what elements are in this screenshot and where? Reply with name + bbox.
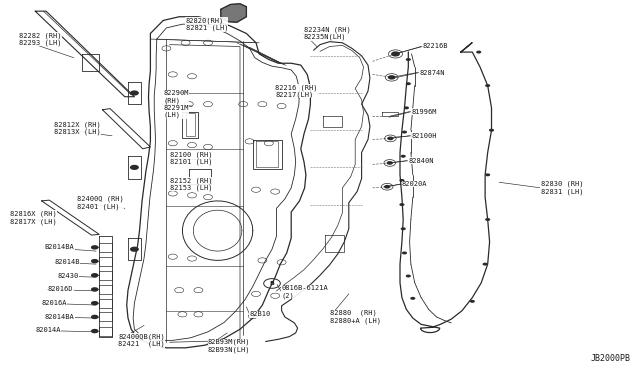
Circle shape bbox=[130, 247, 139, 252]
Text: 82840N: 82840N bbox=[408, 158, 434, 164]
Circle shape bbox=[476, 51, 481, 54]
Text: 82014B: 82014B bbox=[54, 259, 80, 265]
Circle shape bbox=[410, 297, 415, 300]
Circle shape bbox=[402, 251, 407, 254]
Text: 82014BA: 82014BA bbox=[45, 314, 74, 320]
Circle shape bbox=[91, 259, 99, 263]
Circle shape bbox=[399, 179, 404, 182]
Text: 82400QB(RH)
82421  (LH): 82400QB(RH) 82421 (LH) bbox=[118, 333, 165, 347]
Circle shape bbox=[384, 185, 390, 189]
Text: 82216B: 82216B bbox=[422, 44, 448, 49]
Text: 81996M: 81996M bbox=[412, 109, 437, 115]
Circle shape bbox=[401, 227, 406, 230]
Text: 82100 (RH)
82101 (LH): 82100 (RH) 82101 (LH) bbox=[170, 151, 212, 165]
Circle shape bbox=[406, 58, 411, 61]
Text: 82874N: 82874N bbox=[419, 70, 445, 76]
Circle shape bbox=[470, 300, 475, 303]
Text: 82100H: 82100H bbox=[412, 133, 437, 139]
Text: B2014BA: B2014BA bbox=[45, 244, 74, 250]
Circle shape bbox=[406, 275, 411, 278]
Circle shape bbox=[483, 263, 488, 266]
Text: JB2000PB: JB2000PB bbox=[590, 354, 630, 363]
Text: 82290M
(RH)
82291M
(LH): 82290M (RH) 82291M (LH) bbox=[163, 90, 189, 118]
Text: 82820(RH)
82821 (LH): 82820(RH) 82821 (LH) bbox=[186, 17, 228, 31]
Circle shape bbox=[402, 131, 407, 134]
Text: 82830 (RH)
82831 (LH): 82830 (RH) 82831 (LH) bbox=[541, 181, 583, 195]
Circle shape bbox=[489, 129, 494, 132]
Text: 82016D: 82016D bbox=[48, 286, 74, 292]
Text: 82152 (RH)
82153 (LH): 82152 (RH) 82153 (LH) bbox=[170, 177, 212, 191]
Circle shape bbox=[401, 155, 406, 158]
Text: 82016A: 82016A bbox=[42, 300, 67, 306]
Text: 82430: 82430 bbox=[58, 273, 79, 279]
Circle shape bbox=[130, 165, 139, 170]
Text: 82400Q (RH)
82401 (LH): 82400Q (RH) 82401 (LH) bbox=[77, 196, 124, 210]
Text: 0816B-6121A
(2): 0816B-6121A (2) bbox=[282, 285, 328, 299]
Text: B: B bbox=[269, 281, 275, 286]
Circle shape bbox=[387, 137, 394, 140]
Circle shape bbox=[130, 90, 139, 96]
Text: 82234N (RH)
82235N(LH): 82234N (RH) 82235N(LH) bbox=[304, 26, 351, 41]
Circle shape bbox=[399, 203, 404, 206]
Circle shape bbox=[91, 315, 99, 319]
Text: 82216 (RH)
82217(LH): 82216 (RH) 82217(LH) bbox=[275, 84, 317, 98]
Circle shape bbox=[91, 301, 99, 305]
Circle shape bbox=[91, 287, 99, 292]
Text: 82812X (RH)
82813X (LH): 82812X (RH) 82813X (LH) bbox=[54, 121, 101, 135]
Circle shape bbox=[406, 82, 411, 85]
Circle shape bbox=[391, 51, 400, 57]
Circle shape bbox=[485, 84, 490, 87]
Circle shape bbox=[91, 245, 99, 250]
Circle shape bbox=[91, 273, 99, 278]
Text: 82816X (RH)
82817X (LH): 82816X (RH) 82817X (LH) bbox=[10, 211, 56, 225]
Text: 82B10: 82B10 bbox=[250, 311, 271, 317]
Text: 82880  (RH)
82880+A (LH): 82880 (RH) 82880+A (LH) bbox=[330, 310, 381, 324]
Circle shape bbox=[485, 173, 490, 176]
Polygon shape bbox=[221, 4, 246, 22]
Text: 82B93M(RH)
82B93N(LH): 82B93M(RH) 82B93N(LH) bbox=[208, 339, 250, 353]
Circle shape bbox=[485, 218, 490, 221]
Text: 82282 (RH)
82293 (LH): 82282 (RH) 82293 (LH) bbox=[19, 32, 61, 46]
Text: 82014A: 82014A bbox=[35, 327, 61, 333]
Circle shape bbox=[404, 106, 409, 109]
Circle shape bbox=[387, 161, 393, 165]
Circle shape bbox=[91, 329, 99, 333]
Circle shape bbox=[388, 75, 396, 80]
Text: 82020A: 82020A bbox=[402, 181, 428, 187]
